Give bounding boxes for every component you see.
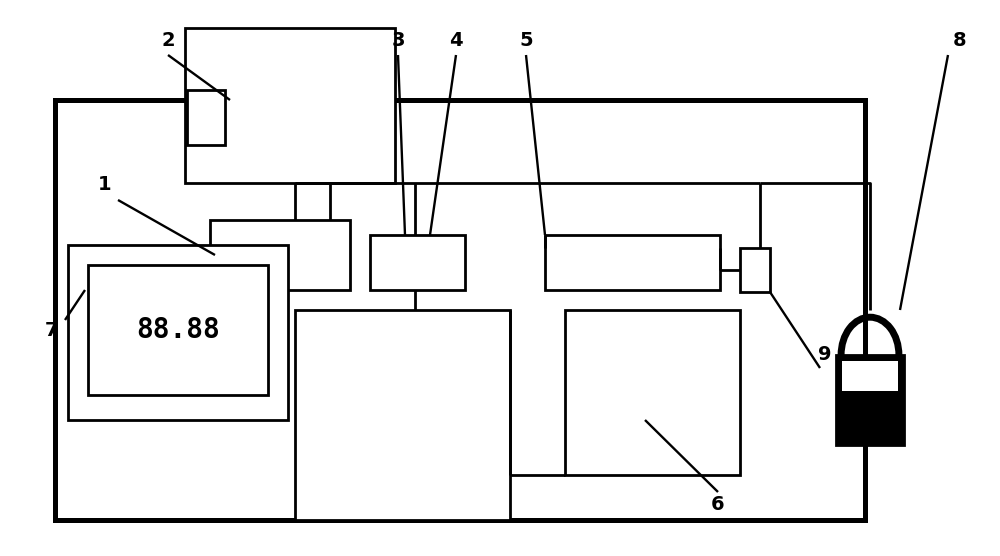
Text: 9: 9	[818, 345, 832, 365]
Bar	[88, 265, 268, 395]
Bar	[295, 310, 510, 520]
Bar	[187, 90, 225, 145]
Bar	[55, 100, 865, 520]
Text: 4: 4	[449, 31, 463, 49]
Bar	[740, 248, 770, 292]
Bar	[210, 220, 350, 290]
Bar	[370, 235, 465, 290]
Bar	[185, 28, 395, 183]
Text: 7: 7	[45, 320, 59, 340]
Bar	[836, 355, 904, 445]
Text: 8: 8	[953, 31, 967, 49]
Text: 6: 6	[711, 495, 725, 514]
Text: 2: 2	[161, 31, 175, 49]
Bar	[545, 235, 720, 290]
Bar	[842, 361, 898, 391]
Bar	[565, 310, 740, 475]
Bar	[68, 245, 288, 420]
Text: 3: 3	[391, 31, 405, 49]
Text: 1: 1	[98, 176, 112, 195]
Text: 5: 5	[519, 31, 533, 49]
Text: 88.88: 88.88	[136, 316, 220, 344]
